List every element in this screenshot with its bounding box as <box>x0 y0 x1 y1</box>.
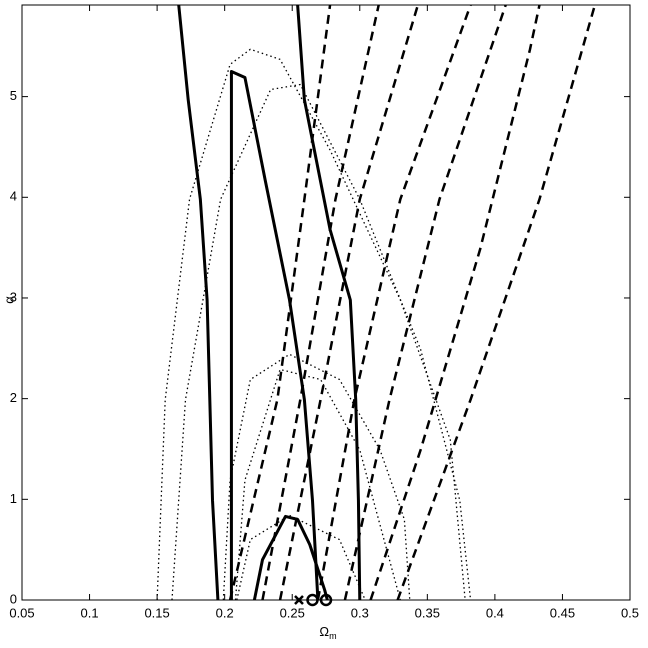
contour-line <box>234 368 401 601</box>
x-tick-label: 0.35 <box>415 605 440 620</box>
contour-line <box>229 69 320 601</box>
x-axis-label: Ωm <box>319 624 336 641</box>
y-tick-label: 3 <box>10 289 17 304</box>
x-tick-label: 0.05 <box>9 605 34 620</box>
y-tick-label: 0 <box>10 591 17 606</box>
y-tick-label: 4 <box>10 189 17 204</box>
contour-line <box>171 83 472 601</box>
x-tick-label: 0.2 <box>216 605 234 620</box>
contour-line <box>369 4 541 601</box>
x-tick-label: 0.15 <box>144 605 169 620</box>
x-tick-label: 0.3 <box>351 605 369 620</box>
x-axis-label-main: Ω <box>319 624 329 639</box>
contour-line <box>316 4 472 601</box>
marker-o <box>306 593 319 607</box>
y-tick-label: 2 <box>10 390 17 405</box>
marker-x <box>294 595 304 605</box>
x-tick-label: 0.5 <box>621 605 639 620</box>
plot-frame <box>21 4 631 601</box>
contour-line <box>228 4 332 601</box>
x-tick-label: 0.45 <box>550 605 575 620</box>
contour-line <box>396 4 597 601</box>
contour-line <box>261 4 380 601</box>
contour-line <box>343 4 507 601</box>
contour-line <box>296 4 362 601</box>
contour-line <box>222 353 411 601</box>
y-tick-label: 5 <box>10 88 17 103</box>
contour-line <box>177 4 220 601</box>
y-axis-label: α <box>1 296 16 304</box>
x-tick-label: 0.25 <box>280 605 305 620</box>
contour-line <box>236 514 366 601</box>
y-tick-label: 1 <box>10 491 17 506</box>
x-axis-label-sub: m <box>329 631 337 641</box>
x-tick-label: 0.1 <box>81 605 99 620</box>
marker-o <box>319 593 333 607</box>
contour-line <box>278 4 420 601</box>
x-tick-label: 0.4 <box>486 605 504 620</box>
